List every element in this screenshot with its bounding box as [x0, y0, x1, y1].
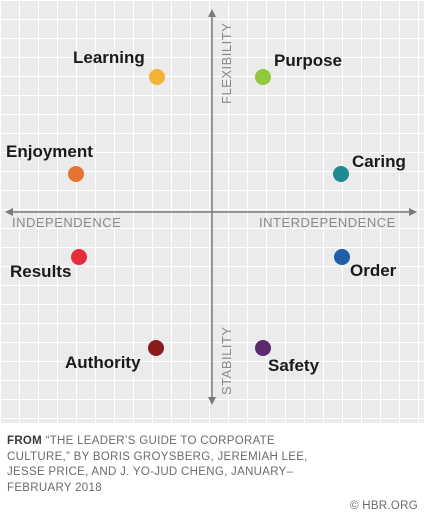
culture-label-authority: Authority: [65, 353, 141, 372]
culture-label-order: Order: [350, 261, 397, 280]
culture-label-learning: Learning: [73, 48, 145, 67]
culture-dot-safety: [255, 340, 271, 356]
source-citation-text: “THE LEADER’S GUIDE TO CORPORATE CULTURE…: [7, 435, 308, 494]
culture-dot-order: [334, 249, 350, 265]
culture-label-enjoyment: Enjoyment: [6, 142, 93, 161]
culture-label-results: Results: [10, 262, 72, 281]
source-citation: FROM “THE LEADER’S GUIDE TO CORPORATE CU…: [7, 434, 337, 496]
culture-dot-authority: [148, 340, 164, 356]
culture-dot-learning: [149, 69, 165, 85]
culture-label-purpose: Purpose: [274, 51, 343, 70]
copyright-notice: © HBR.ORG: [349, 500, 418, 512]
culture-dot-enjoyment: [68, 166, 84, 182]
culture-dot-results: [71, 249, 87, 265]
axis-label-independence: INDEPENDENCE: [12, 215, 122, 230]
axes-svg: [5, 9, 417, 405]
culture-label-caring: Caring: [352, 152, 406, 171]
source-from-label: FROM: [7, 435, 43, 447]
culture-dot-purpose: [255, 69, 271, 85]
down-arrowhead: [208, 397, 216, 405]
culture-label-safety: Safety: [268, 356, 320, 375]
right-arrowhead: [409, 208, 417, 216]
plot-panel: FLEXIBILITY STABILITY INDEPENDENCE INTER…: [0, 0, 424, 423]
up-arrowhead: [208, 9, 216, 17]
left-arrowhead: [5, 208, 13, 216]
culture-dot-caring: [333, 166, 349, 182]
axis-label-interdependence: INTERDEPENDENCE: [259, 215, 396, 230]
axis-label-flexibility: FLEXIBILITY: [219, 22, 234, 104]
axis-label-stability: STABILITY: [219, 326, 234, 395]
